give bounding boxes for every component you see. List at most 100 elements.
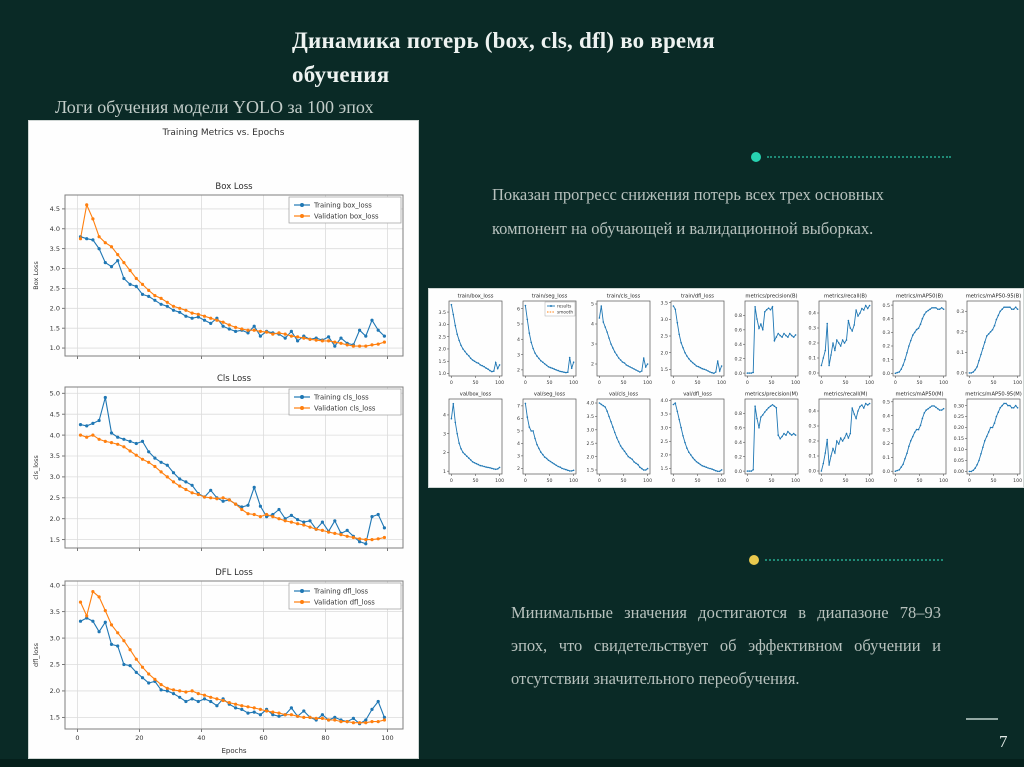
svg-text:50: 50 — [917, 380, 923, 386]
svg-text:2.0: 2.0 — [661, 453, 668, 459]
svg-text:Validation dfl_loss: Validation dfl_loss — [314, 598, 375, 606]
svg-text:0.0: 0.0 — [883, 469, 890, 475]
svg-text:0.5: 0.5 — [883, 303, 890, 309]
results-chart-train-dfl-loss: train/dfl_loss 1.5 2.0 2.5 3.0 3.5 0 50 100 — [653, 291, 727, 389]
svg-text:0.3: 0.3 — [883, 330, 890, 336]
results-grid: train/box_loss 1.0 1.5 2.0 2.5 3.0 3.5 0 50 100 tr… — [431, 291, 1023, 487]
svg-text:100: 100 — [865, 380, 874, 386]
svg-text:0.5: 0.5 — [883, 399, 890, 405]
svg-text:1: 1 — [443, 469, 446, 475]
svg-text:0.4: 0.4 — [735, 342, 742, 348]
decorative-dotted-rule-bottom — [749, 554, 943, 566]
svg-text:0.15: 0.15 — [954, 436, 964, 442]
svg-text:0.4: 0.4 — [809, 311, 816, 317]
svg-text:2.5: 2.5 — [661, 334, 668, 340]
svg-text:100: 100 — [569, 478, 578, 484]
svg-text:smooth: smooth — [557, 310, 573, 316]
svg-text:100: 100 — [381, 734, 393, 742]
svg-text:0: 0 — [820, 380, 823, 386]
slide-subtitle: Логи обучения модели YOLO за 100 эпох — [55, 97, 374, 117]
svg-text:3.0: 3.0 — [50, 265, 60, 273]
results-chart-train-seg-loss: train/seg_loss 2 3 4 5 6 0 50 100 results smooth — [505, 291, 579, 389]
svg-text:Training box_loss: Training box_loss — [313, 201, 372, 209]
svg-text:20: 20 — [135, 734, 143, 742]
svg-text:0.00: 0.00 — [954, 469, 964, 475]
svg-text:0.6: 0.6 — [735, 426, 742, 432]
svg-text:1.5: 1.5 — [661, 466, 668, 472]
svg-text:4.5: 4.5 — [50, 205, 60, 213]
svg-text:3.5: 3.5 — [50, 452, 60, 460]
results-chart-metrics-precision-b-: metrics/precision(B) 0.0 0.2 0.4 0.6 0.8 0 50 10… — [727, 291, 801, 389]
svg-text:2.5: 2.5 — [50, 285, 60, 293]
svg-text:dfl_loss: dfl_loss — [32, 642, 40, 667]
svg-text:1.5: 1.5 — [661, 367, 668, 373]
svg-text:0.0: 0.0 — [735, 469, 742, 475]
results-chart-val-box-loss: val/box_loss 1 2 3 4 0 50 100 — [431, 389, 505, 487]
svg-text:cls_loss: cls_loss — [32, 455, 40, 480]
svg-text:0.2: 0.2 — [957, 330, 964, 336]
results-chart-train-box-loss: train/box_loss 1.0 1.5 2.0 2.5 3.0 3.5 0 50 100 — [431, 291, 505, 389]
svg-text:50: 50 — [473, 478, 479, 484]
svg-text:50: 50 — [621, 380, 627, 386]
bottom-bar — [0, 759, 1024, 767]
svg-text:0.2: 0.2 — [735, 356, 742, 362]
svg-text:3.5: 3.5 — [50, 608, 60, 616]
svg-text:0.0: 0.0 — [735, 371, 742, 377]
svg-text:Validation box_loss: Validation box_loss — [314, 212, 379, 220]
svg-text:100: 100 — [643, 478, 652, 484]
svg-text:0.1: 0.1 — [883, 357, 890, 363]
results-chart-metrics-map50-m-: metrics/mAP50(M) 0.0 0.1 0.2 0.3 0.4 0.5 0 50 100 — [875, 389, 949, 487]
svg-text:50: 50 — [991, 478, 997, 484]
svg-text:2: 2 — [517, 368, 520, 374]
svg-text:100: 100 — [643, 380, 652, 386]
svg-text:3.5: 3.5 — [50, 245, 60, 253]
svg-text:1.0: 1.0 — [50, 344, 60, 352]
svg-text:0.3: 0.3 — [957, 309, 964, 315]
svg-text:0.1: 0.1 — [883, 455, 890, 461]
svg-text:4: 4 — [517, 337, 520, 343]
svg-text:metrics/precision(B): metrics/precision(B) — [745, 294, 797, 300]
svg-text:2.0: 2.0 — [50, 687, 60, 695]
results-chart-train-cls-loss: train/cls_loss 2 3 4 5 0 50 100 — [579, 291, 653, 389]
svg-text:0: 0 — [746, 478, 749, 484]
svg-text:train/dfl_loss: train/dfl_loss — [681, 294, 714, 300]
svg-text:0.2: 0.2 — [809, 439, 816, 445]
results-chart-metrics-recall-m-: metrics/recall(M) 0.0 0.1 0.2 0.3 0.4 0 50 100 — [801, 389, 875, 487]
svg-text:train/seg_loss: train/seg_loss — [532, 294, 568, 300]
svg-text:50: 50 — [843, 380, 849, 386]
svg-text:metrics/recall(B): metrics/recall(B) — [824, 294, 867, 300]
results-chart-val-seg-loss: val/seg_loss 2 3 4 5 6 7 0 50 100 — [505, 389, 579, 487]
svg-text:0.0: 0.0 — [809, 371, 816, 377]
svg-text:metrics/mAP50(B): metrics/mAP50(B) — [896, 294, 943, 300]
yellow-dot-icon — [749, 555, 759, 565]
svg-text:50: 50 — [991, 380, 997, 386]
svg-text:metrics/recall(M): metrics/recall(M) — [824, 392, 868, 398]
results-chart-val-cls-loss: val/cls_loss 1.5 2.0 2.5 3.0 3.5 4.0 0 50 100 — [579, 389, 653, 487]
svg-text:5.0: 5.0 — [50, 389, 60, 397]
svg-text:0: 0 — [672, 478, 675, 484]
svg-text:2.0: 2.0 — [50, 515, 60, 523]
svg-text:80: 80 — [321, 734, 329, 742]
teal-dot-icon — [751, 152, 761, 162]
footer-dash — [966, 718, 998, 720]
svg-text:Box Loss: Box Loss — [215, 182, 253, 192]
svg-text:4.0: 4.0 — [661, 398, 668, 404]
svg-text:4: 4 — [517, 441, 520, 447]
svg-text:0.2: 0.2 — [735, 454, 742, 460]
svg-text:2.0: 2.0 — [661, 350, 668, 356]
svg-text:4.0: 4.0 — [50, 431, 60, 439]
page-title: Динамика потерь (box, cls, dfl) во время… — [292, 28, 715, 87]
svg-text:2.5: 2.5 — [587, 441, 594, 447]
svg-text:0: 0 — [450, 478, 453, 484]
yolo-results-panel: train/box_loss 1.0 1.5 2.0 2.5 3.0 3.5 0 50 100 tr… — [428, 288, 1024, 488]
svg-text:0: 0 — [598, 380, 601, 386]
dotted-line — [767, 156, 951, 158]
svg-text:3.0: 3.0 — [439, 322, 446, 328]
svg-text:2.0: 2.0 — [50, 304, 60, 312]
svg-text:0.1: 0.1 — [809, 356, 816, 362]
svg-text:3.5: 3.5 — [661, 412, 668, 418]
svg-text:0.3: 0.3 — [809, 326, 816, 332]
svg-text:0: 0 — [746, 380, 749, 386]
svg-text:50: 50 — [769, 380, 775, 386]
